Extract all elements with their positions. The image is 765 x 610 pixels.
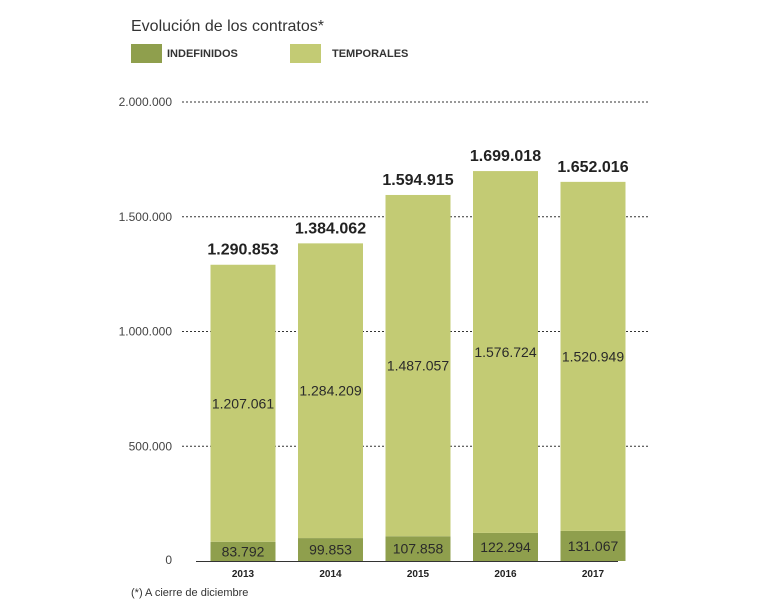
x-tick-label: 2015 — [407, 569, 430, 580]
data-label-temporales: 1.207.061 — [212, 395, 274, 411]
legend-swatch-indefinidos — [131, 44, 162, 63]
legend: INDEFINIDOS TEMPORALES — [131, 44, 408, 63]
total-label: 1.384.062 — [295, 220, 366, 237]
legend-label-temporales: TEMPORALES — [332, 48, 408, 60]
y-tick-label: 500.000 — [129, 439, 173, 453]
total-label: 1.652.016 — [557, 159, 628, 176]
data-label-temporales: 1.487.057 — [387, 358, 449, 374]
x-tick-label: 2013 — [232, 569, 255, 580]
data-label-indefinidos: 83.792 — [222, 543, 265, 559]
data-label-temporales: 1.576.724 — [474, 344, 536, 360]
data-label-indefinidos: 131.067 — [568, 538, 619, 554]
chart-title: Evolución de los contratos* — [131, 18, 324, 35]
bar-indefinidos — [560, 530, 626, 561]
x-axis: 2013 2014 2015 2016 2017 — [196, 561, 618, 580]
bars: 83.792 1.207.061 1.290.853 99.853 1.284.209 1… — [207, 148, 629, 561]
bar-temporales — [298, 243, 363, 539]
legend-label-indefinidos: INDEFINIDOS — [167, 48, 238, 60]
total-label: 1.699.018 — [470, 148, 541, 165]
total-label: 1.594.915 — [382, 172, 453, 189]
data-label-temporales: 1.284.209 — [299, 383, 361, 399]
bar-indefinidos — [298, 538, 363, 561]
bar-indefinidos — [473, 532, 538, 561]
y-tick-label: 1.500.000 — [119, 210, 173, 224]
bar-temporales — [385, 194, 451, 537]
data-label-indefinidos: 99.853 — [309, 542, 352, 558]
bar-temporales — [473, 171, 538, 533]
y-tick-label: 0 — [165, 553, 172, 567]
y-tick-label: 1.000.000 — [119, 325, 173, 339]
x-tick-label: 2016 — [494, 569, 517, 580]
data-label-indefinidos: 122.294 — [480, 539, 531, 555]
x-tick-label: 2014 — [319, 569, 342, 580]
x-tick-label: 2017 — [582, 569, 605, 580]
y-axis: 0 500.000 1.000.000 1.500.000 2.000.000 — [119, 95, 173, 567]
legend-swatch-temporales — [290, 44, 321, 63]
y-tick-label: 2.000.000 — [119, 95, 173, 109]
data-label-temporales: 1.520.949 — [562, 348, 624, 364]
total-label: 1.290.853 — [207, 242, 278, 259]
bar-temporales — [210, 264, 276, 542]
footnote: (*) A cierre de diciembre — [131, 587, 248, 599]
bar-temporales — [560, 181, 626, 531]
data-label-indefinidos: 107.858 — [393, 541, 444, 557]
bar-indefinidos — [385, 536, 451, 561]
bar-indefinidos — [210, 541, 276, 561]
